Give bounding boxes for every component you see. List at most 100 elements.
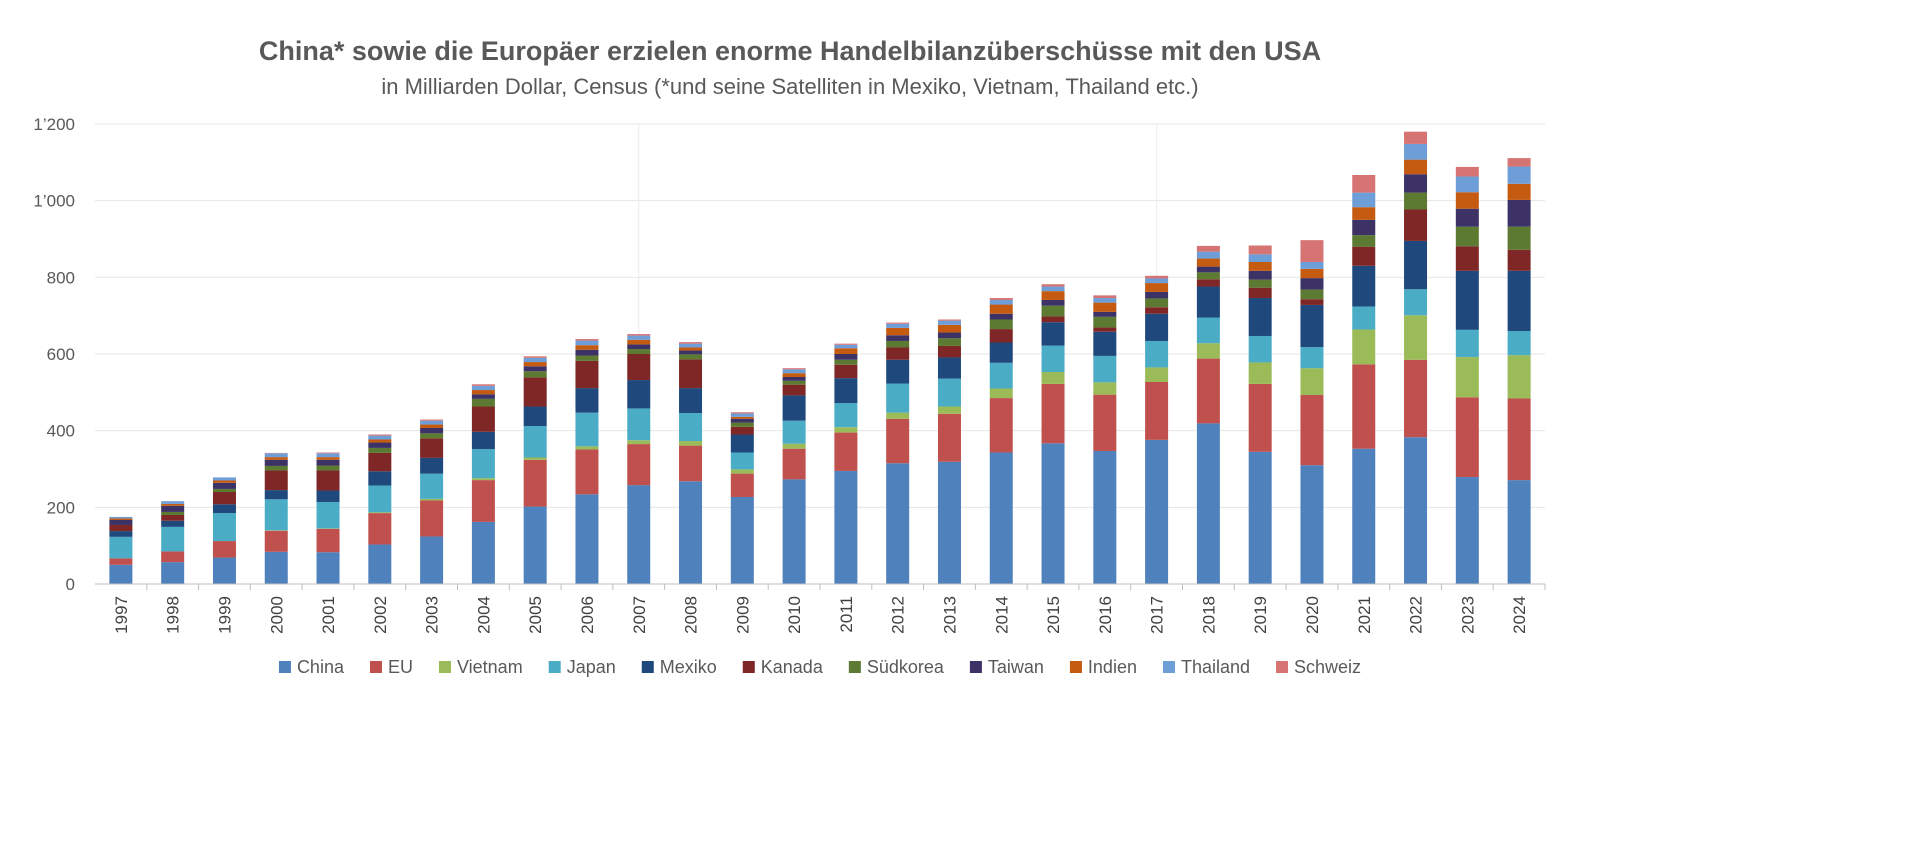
- bar-indien-2024: [1507, 183, 1531, 200]
- bar-mexiko-2010: [782, 395, 806, 421]
- bar-eu-1997: [109, 558, 133, 565]
- legend-swatch-indien: [1069, 661, 1082, 673]
- bar-china-1997: [109, 564, 133, 584]
- bar-eu-2018: [1196, 358, 1220, 424]
- bar-china-2008: [679, 481, 703, 584]
- bar-japan-2003: [420, 473, 444, 499]
- bar-thailand-2014: [989, 299, 1013, 305]
- bar-japan-2017: [1145, 340, 1169, 368]
- bar-eu-2004: [471, 480, 495, 522]
- bar-s-dkorea-2011: [834, 359, 858, 365]
- bar-eu-2009: [730, 473, 754, 497]
- bar-taiwan-2001: [316, 459, 340, 466]
- bar-eu-2006: [575, 449, 599, 495]
- bar-taiwan-2019: [1248, 270, 1272, 280]
- bars: [109, 131, 1531, 584]
- bar-japan-2010: [782, 420, 806, 444]
- y-tick-label: 200: [47, 498, 75, 517]
- bar-thailand-2011: [834, 344, 858, 349]
- bar-thailand-2007: [627, 335, 651, 340]
- legend-swatch-eu: [369, 661, 382, 673]
- bar-eu-2008: [679, 445, 703, 482]
- bar-mexiko-2008: [679, 388, 703, 414]
- bar-taiwan-1998: [161, 505, 185, 512]
- bar-japan-2007: [627, 408, 651, 441]
- y-tick-label: 800: [47, 268, 75, 287]
- bar-taiwan-1997: [109, 519, 133, 525]
- bar-china-1999: [212, 557, 236, 584]
- bar-schweiz-2010: [782, 368, 806, 370]
- bar-thailand-1997: [109, 516, 133, 519]
- bar-taiwan-2024: [1507, 199, 1531, 227]
- bar-kanada-2016: [1093, 327, 1117, 332]
- bar-vietnam-2003: [420, 498, 444, 501]
- bar-thailand-1998: [161, 501, 185, 504]
- bar-mexiko-1998: [161, 520, 185, 527]
- x-tick-label: 2013: [940, 596, 959, 634]
- legend-swatch-mexiko: [641, 661, 654, 673]
- bar-taiwan-2016: [1093, 311, 1117, 317]
- bar-kanada-2020: [1300, 299, 1324, 305]
- y-tick-label: 1’200: [33, 115, 75, 134]
- x-tick-label: 1999: [215, 596, 234, 634]
- bar-thailand-2024: [1507, 166, 1531, 184]
- bar-thailand-2017: [1145, 278, 1169, 284]
- bar-schweiz-2020: [1300, 240, 1324, 262]
- bar-s-dkorea-2005: [523, 371, 547, 378]
- bar-schweiz-2018: [1196, 245, 1220, 252]
- legend-label-eu: EU: [388, 657, 413, 677]
- bar-eu-2013: [937, 413, 961, 462]
- bar-mexiko-2005: [523, 406, 547, 427]
- bar-indien-2004: [471, 390, 495, 395]
- bar-japan-2024: [1507, 331, 1531, 356]
- bar-thailand-2022: [1404, 143, 1428, 160]
- bar-thailand-2018: [1196, 251, 1220, 259]
- bar-eu-2024: [1507, 398, 1531, 481]
- bar-indien-2008: [679, 347, 703, 351]
- legend-swatch-schweiz: [1276, 661, 1289, 673]
- bar-indien-2018: [1196, 258, 1220, 267]
- bar-taiwan-2008: [679, 350, 703, 355]
- bar-eu-2019: [1248, 383, 1272, 452]
- bar-indien-2014: [989, 304, 1013, 314]
- bar-japan-2019: [1248, 335, 1272, 363]
- bar-indien-2005: [523, 362, 547, 367]
- bar-kanada-2007: [627, 354, 651, 381]
- bar-s-dkorea-2009: [730, 422, 754, 427]
- bar-mexiko-2017: [1145, 313, 1169, 341]
- bar-vietnam-2021: [1352, 329, 1376, 365]
- bar-vietnam-2010: [782, 443, 806, 449]
- bar-thailand-1999: [212, 477, 236, 481]
- bar-schweiz-2023: [1455, 166, 1479, 177]
- bar-china-2004: [471, 521, 495, 584]
- bar-indien-2002: [368, 439, 392, 443]
- legend-label-s-dkorea: Südkorea: [867, 657, 945, 677]
- bar-thailand-2008: [679, 343, 703, 348]
- y-tick-label: 600: [47, 345, 75, 364]
- bar-schweiz-2019: [1248, 245, 1272, 255]
- bar-kanada-2002: [368, 452, 392, 472]
- bar-s-dkorea-2020: [1300, 289, 1324, 300]
- bar-s-dkorea-2013: [937, 338, 961, 346]
- bar-s-dkorea-2004: [471, 398, 495, 407]
- bar-japan-2020: [1300, 347, 1324, 369]
- bar-taiwan-2013: [937, 332, 961, 339]
- bar-japan-2021: [1352, 306, 1376, 330]
- bar-kanada-1997: [109, 524, 133, 532]
- bar-vietnam-2016: [1093, 382, 1117, 395]
- legend-label-china: China: [297, 657, 345, 677]
- x-tick-label: 1998: [164, 596, 183, 634]
- bar-kanada-2014: [989, 329, 1013, 343]
- x-tick-label: 2018: [1199, 596, 1218, 634]
- bar-china-2005: [523, 506, 547, 584]
- bar-china-2009: [730, 496, 754, 584]
- x-tick-label: 2015: [1044, 596, 1063, 634]
- bar-s-dkorea-2002: [368, 447, 392, 453]
- bar-eu-2020: [1300, 395, 1324, 466]
- y-tick-label: 400: [47, 422, 75, 441]
- legend-label-indien: Indien: [1088, 657, 1137, 677]
- bar-japan-2000: [264, 499, 288, 531]
- bar-vietnam-2018: [1196, 343, 1220, 359]
- bar-taiwan-2014: [989, 313, 1013, 320]
- bar-japan-1999: [212, 513, 236, 542]
